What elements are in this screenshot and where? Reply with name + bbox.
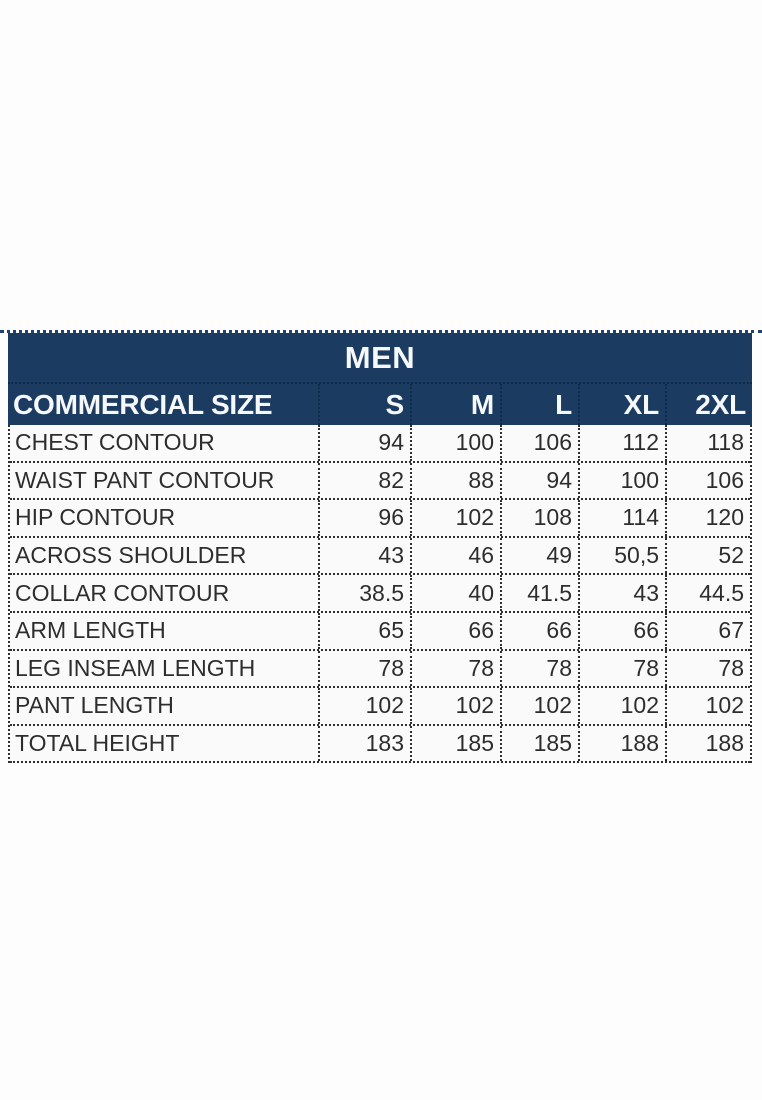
size-value-cell: 40 xyxy=(410,575,500,611)
table-row: TOTAL HEIGHT 183 185 185 188 188 xyxy=(10,725,750,764)
size-value-cell: 188 xyxy=(665,725,750,762)
size-value-cell: 43 xyxy=(318,537,410,574)
size-value-cell: 38.5 xyxy=(318,575,410,611)
table-row: HIP CONTOUR 96 102 108 114 120 xyxy=(10,500,750,538)
size-value-cell: 100 xyxy=(410,425,500,461)
size-value-cell: 114 xyxy=(578,500,665,536)
size-value-cell: 43 xyxy=(578,575,665,611)
row-label: PANT LENGTH xyxy=(15,692,174,719)
column-header-size-l: L xyxy=(500,384,578,425)
row-label: WAIST PANT CONTOUR xyxy=(15,466,275,493)
size-value-cell: 102 xyxy=(578,688,665,724)
size-value-cell: 78 xyxy=(665,650,750,687)
size-value-cell: 94 xyxy=(500,462,578,499)
column-header-size-2xl: 2XL xyxy=(665,384,752,425)
size-value-cell: 102 xyxy=(410,688,500,724)
size-value-cell: 106 xyxy=(500,425,578,461)
row-label: TOTAL HEIGHT xyxy=(15,730,180,757)
mens-size-chart-table: MEN COMMERCIAL SIZE S M L XL 2XL CHEST CONTO… xyxy=(8,333,752,764)
table-row: ACROSS SHOULDER 43 46 49 50,5 52 xyxy=(10,537,750,576)
row-label: COLLAR CONTOUR xyxy=(15,579,230,606)
table-body: CHEST CONTOUR 94 100 106 112 118 WAIST PANT CO… xyxy=(8,425,752,764)
size-value-cell: 65 xyxy=(318,612,410,649)
row-label: ARM LENGTH xyxy=(15,617,166,644)
row-label: LEG INSEAM LENGTH xyxy=(15,654,256,681)
table-row: COLLAR CONTOUR 38.5 40 41.5 43 44.5 xyxy=(10,575,750,613)
size-value-cell: 78 xyxy=(500,650,578,687)
column-header-size-m: M xyxy=(410,384,500,425)
size-value-cell: 102 xyxy=(318,688,410,724)
table-row: ARM LENGTH 65 66 66 66 67 xyxy=(10,612,750,651)
table-row: PANT LENGTH 102 102 102 102 102 xyxy=(10,688,750,726)
table-title: MEN xyxy=(344,339,416,375)
size-value-cell: 188 xyxy=(578,725,665,762)
size-value-cell: 41.5 xyxy=(500,575,578,611)
size-value-cell: 88 xyxy=(410,462,500,499)
size-value-cell: 50,5 xyxy=(578,537,665,574)
size-value-cell: 52 xyxy=(665,537,750,574)
size-value-cell: 78 xyxy=(578,650,665,687)
size-value-cell: 67 xyxy=(665,612,750,649)
size-value-cell: 112 xyxy=(578,425,665,461)
size-value-cell: 78 xyxy=(318,650,410,687)
column-header-commercial-size: COMMERCIAL SIZE xyxy=(13,388,273,420)
size-value-cell: 183 xyxy=(318,725,410,762)
size-value-cell: 108 xyxy=(500,500,578,536)
size-value-cell: 185 xyxy=(410,725,500,762)
row-label: ACROSS SHOULDER xyxy=(15,542,247,569)
size-value-cell: 49 xyxy=(500,537,578,574)
size-value-cell: 44.5 xyxy=(665,575,750,611)
size-value-cell: 102 xyxy=(410,500,500,536)
table-row: WAIST PANT CONTOUR 82 88 94 100 106 xyxy=(10,462,750,501)
size-value-cell: 96 xyxy=(318,500,410,536)
size-value-cell: 94 xyxy=(318,425,410,461)
row-label: CHEST CONTOUR xyxy=(15,429,215,456)
size-value-cell: 46 xyxy=(410,537,500,574)
table-row: CHEST CONTOUR 94 100 106 112 118 xyxy=(10,425,750,463)
size-value-cell: 106 xyxy=(665,462,750,499)
column-header-size-xl: XL xyxy=(578,384,665,425)
column-header-size-s: S xyxy=(318,384,410,425)
size-value-cell: 100 xyxy=(578,462,665,499)
size-value-cell: 82 xyxy=(318,462,410,499)
size-value-cell: 66 xyxy=(578,612,665,649)
row-label: HIP CONTOUR xyxy=(15,504,176,531)
size-value-cell: 120 xyxy=(665,500,750,536)
table-title-banner: MEN xyxy=(8,333,752,382)
size-value-cell: 102 xyxy=(500,688,578,724)
table-header-row: COMMERCIAL SIZE S M L XL 2XL xyxy=(8,382,752,425)
table-top-border xyxy=(0,330,762,333)
size-value-cell: 118 xyxy=(665,425,750,461)
size-value-cell: 78 xyxy=(410,650,500,687)
size-value-cell: 66 xyxy=(500,612,578,649)
size-value-cell: 102 xyxy=(665,688,750,724)
size-value-cell: 66 xyxy=(410,612,500,649)
size-value-cell: 185 xyxy=(500,725,578,762)
table-row: LEG INSEAM LENGTH 78 78 78 78 78 xyxy=(10,650,750,689)
